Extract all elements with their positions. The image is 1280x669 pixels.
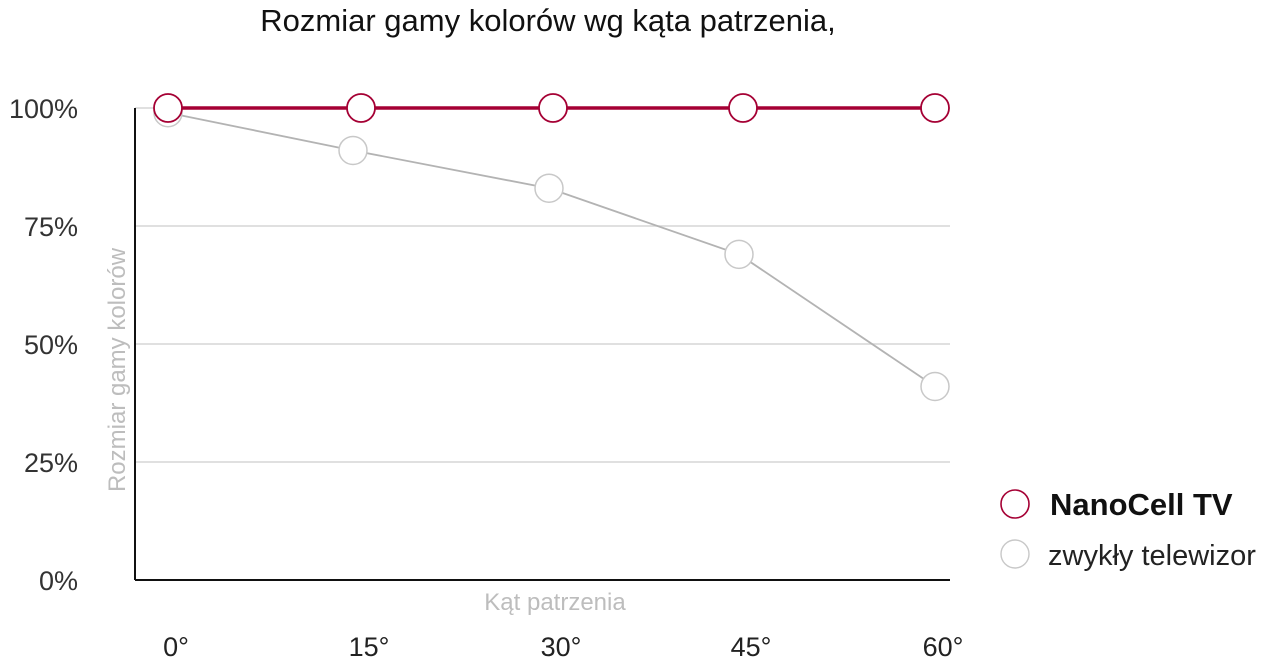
y-tick-label: 0% xyxy=(39,566,78,596)
y-tick-label: 25% xyxy=(24,448,78,478)
legend-label-nanocell: NanoCell TV xyxy=(1050,487,1233,522)
chart-title: Rozmiar gamy kolorów wg kąta patrzenia, xyxy=(260,3,835,38)
y-tick-label: 100% xyxy=(9,94,78,124)
data-point xyxy=(338,135,368,166)
y-tick-label: 50% xyxy=(24,330,78,360)
y-tick-label: 75% xyxy=(24,212,78,242)
legend: NanoCell TV zwykły telewizor xyxy=(1000,487,1256,572)
series-1 xyxy=(153,97,950,402)
x-tick-label: 45° xyxy=(731,632,772,662)
data-point xyxy=(538,93,568,123)
data-point xyxy=(728,93,758,123)
data-point xyxy=(534,173,564,203)
series-line xyxy=(167,111,936,388)
legend-label-regular-tv: zwykły telewizor xyxy=(1048,540,1256,572)
gridlines xyxy=(135,107,950,463)
axes xyxy=(134,108,950,581)
x-tick-label: 60° xyxy=(923,632,964,662)
y-axis-label: Rozmiar gamy kolorów xyxy=(104,247,131,492)
x-tick-label: 30° xyxy=(541,632,582,662)
y-tick-labels: 0% 25% 50% 75% 100% xyxy=(9,94,78,596)
legend-item-regular-tv: zwykły telewizor xyxy=(1000,539,1256,572)
x-tick-labels: 0° 15° 30° 45° 60° xyxy=(163,632,963,662)
series xyxy=(153,93,950,402)
x-axis-label: Kąt patrzenia xyxy=(484,589,626,616)
legend-marker-regular-tv xyxy=(1000,539,1030,569)
data-point xyxy=(920,371,950,402)
x-tick-label: 15° xyxy=(349,632,390,662)
legend-item-nanocell: NanoCell TV xyxy=(1000,487,1233,522)
data-point xyxy=(724,239,754,270)
data-point xyxy=(153,93,183,123)
x-tick-label: 0° xyxy=(163,632,189,662)
series-0 xyxy=(153,93,950,123)
legend-marker-nanocell xyxy=(1000,489,1030,519)
data-point xyxy=(920,93,950,123)
data-point xyxy=(346,93,376,123)
